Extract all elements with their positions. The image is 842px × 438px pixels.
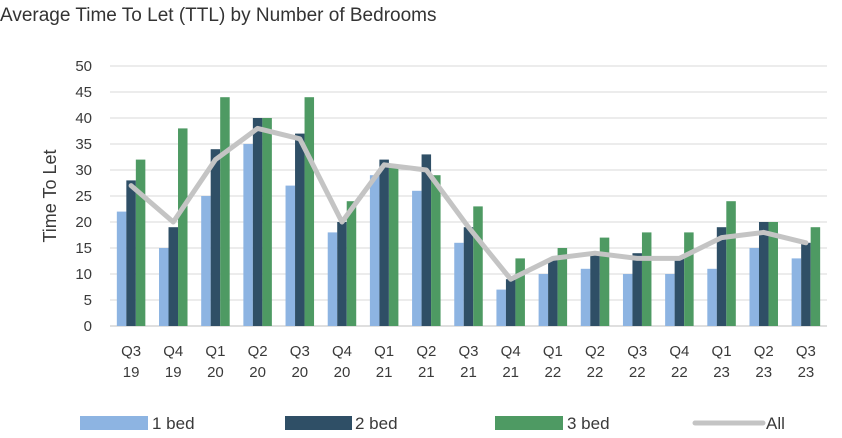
y-tick-label: 10 <box>75 266 92 283</box>
legend-label-all: All <box>766 414 785 433</box>
y-tick-label: 40 <box>75 110 92 127</box>
bar-1-bed <box>327 232 338 326</box>
bar-3-bed <box>431 175 441 326</box>
bar-2-bed <box>463 227 474 326</box>
x-tick-label: Q3 23 <box>796 343 816 381</box>
bar-3-bed <box>684 232 694 326</box>
bar-2-bed <box>379 159 389 326</box>
bar-3-bed <box>388 164 399 326</box>
all-line <box>128 125 809 282</box>
bar-2-bed <box>337 222 347 326</box>
bar-3-bed <box>346 201 357 326</box>
y-tick-label: 50 <box>75 58 92 75</box>
bar-2-bed <box>168 227 179 326</box>
y-tick-label: 15 <box>75 240 92 257</box>
bar-1-bed <box>707 268 717 326</box>
x-tick-label: Q1 23 <box>712 343 732 381</box>
bar-1-bed <box>412 190 422 326</box>
x-tick-label: Q3 21 <box>458 343 478 381</box>
bar-2-bed <box>716 227 727 326</box>
bar-2-bed <box>801 242 811 326</box>
x-tick-label: Q1 20 <box>205 343 225 381</box>
bar-3-bed <box>768 222 778 326</box>
bar-2-bed <box>252 118 263 326</box>
x-tick-label: Q2 22 <box>585 343 605 381</box>
bar-1-bed <box>285 185 296 326</box>
bar-2-bed <box>674 258 685 326</box>
y-tick-label: 5 <box>84 292 92 309</box>
bar-2-bed <box>632 253 642 326</box>
x-tick-label: Q1 21 <box>374 343 394 381</box>
bar-3-bed <box>262 118 272 326</box>
chart-title: Average Time To Let (TTL) by Number of B… <box>0 5 436 26</box>
legend-label-3-bed: 3 bed <box>567 414 610 433</box>
x-axis-ticks: Q3 19 Q4 19 Q1 20 Q2 20 Q3 20 Q4 20 Q1 21 Q2 21 Q3 21 Q4 21… <box>121 343 816 381</box>
legend: 1 bed 2 bed 3 bed All <box>80 414 785 433</box>
bar-2-bed <box>126 180 136 326</box>
bar-1-bed <box>665 274 675 326</box>
y-tick-label: 30 <box>75 162 92 179</box>
y-tick-label: 35 <box>75 136 92 153</box>
bar-1-bed <box>538 274 549 326</box>
x-tick-label: Q4 22 <box>669 343 689 381</box>
x-tick-label: Q3 20 <box>290 343 310 381</box>
bar-3-bed <box>641 232 652 326</box>
bar-2-bed <box>590 253 600 326</box>
bar-2-bed <box>421 154 432 326</box>
bar-1-bed <box>496 289 506 326</box>
legend-swatch-3-bed <box>495 416 563 430</box>
y-tick-label: 20 <box>75 214 92 231</box>
bar-3-bed <box>557 248 568 326</box>
bars <box>116 97 821 326</box>
bar-1-bed <box>580 268 591 326</box>
y-tick-label: 0 <box>84 318 92 335</box>
bar-2-bed <box>758 222 769 326</box>
bar-1-bed <box>243 144 253 326</box>
bar-1-bed <box>201 196 211 326</box>
bar-3-bed <box>304 97 315 326</box>
bar-1-bed <box>454 242 464 326</box>
x-tick-label: Q2 20 <box>248 343 268 381</box>
x-tick-label: Q4 19 <box>163 343 183 381</box>
bar-1-bed <box>622 274 633 326</box>
bar-1-bed <box>369 175 380 326</box>
x-tick-label: Q1 22 <box>543 343 563 381</box>
bar-1-bed <box>749 248 759 326</box>
y-tick-label: 45 <box>75 84 92 101</box>
legend-label-2-bed: 2 bed <box>355 414 398 433</box>
x-tick-label: Q4 21 <box>501 343 521 381</box>
x-tick-label: Q3 19 <box>121 343 141 381</box>
bar-3-bed <box>726 201 736 326</box>
line-all <box>128 125 809 282</box>
x-tick-label: Q3 22 <box>627 343 647 381</box>
bar-3-bed <box>810 227 821 326</box>
bar-2-bed <box>548 258 558 326</box>
bar-3-bed <box>599 237 610 326</box>
legend-swatch-2-bed <box>285 416 352 430</box>
bar-1-bed <box>791 258 802 326</box>
bar-1-bed <box>159 248 169 326</box>
bar-2-bed <box>505 279 516 326</box>
bar-3-bed <box>220 97 230 326</box>
legend-label-1-bed: 1 bed <box>152 414 195 433</box>
x-tick-label: Q4 20 <box>332 343 352 381</box>
y-axis-ticks: 0 5 10 15 20 25 30 35 40 45 50 <box>75 58 92 335</box>
bar-3-bed <box>515 258 525 326</box>
y-axis-label: Time To Let <box>40 149 60 242</box>
bar-2-bed <box>295 133 305 326</box>
y-tick-label: 25 <box>75 188 92 205</box>
bar-3-bed <box>178 128 188 326</box>
legend-swatch-1-bed <box>80 416 148 430</box>
bar-3-bed <box>473 206 483 326</box>
bar-3-bed <box>135 159 146 326</box>
bar-2-bed <box>210 149 221 326</box>
x-tick-label: Q2 21 <box>416 343 436 381</box>
bar-1-bed <box>116 211 127 326</box>
x-tick-label: Q2 23 <box>754 343 774 381</box>
